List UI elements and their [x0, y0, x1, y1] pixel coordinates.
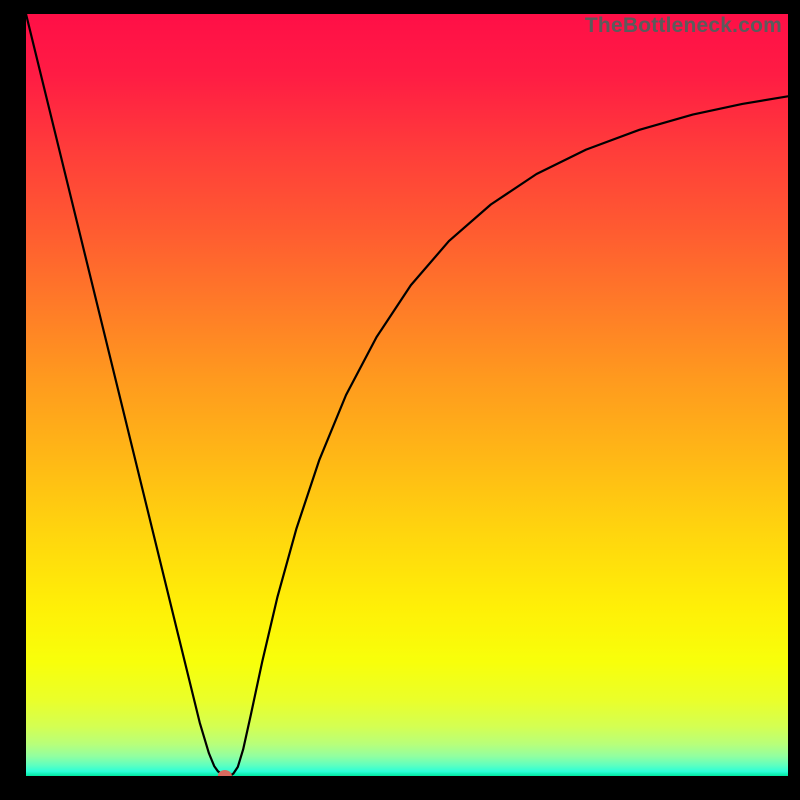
curve-overlay: [26, 14, 788, 776]
bottleneck-curve: [26, 14, 788, 776]
chart-frame: TheBottleneck.com: [0, 0, 800, 800]
watermark-label: TheBottleneck.com: [585, 14, 782, 38]
plot-area: TheBottleneck.com: [26, 14, 788, 776]
sweet-spot-marker: [218, 770, 232, 776]
